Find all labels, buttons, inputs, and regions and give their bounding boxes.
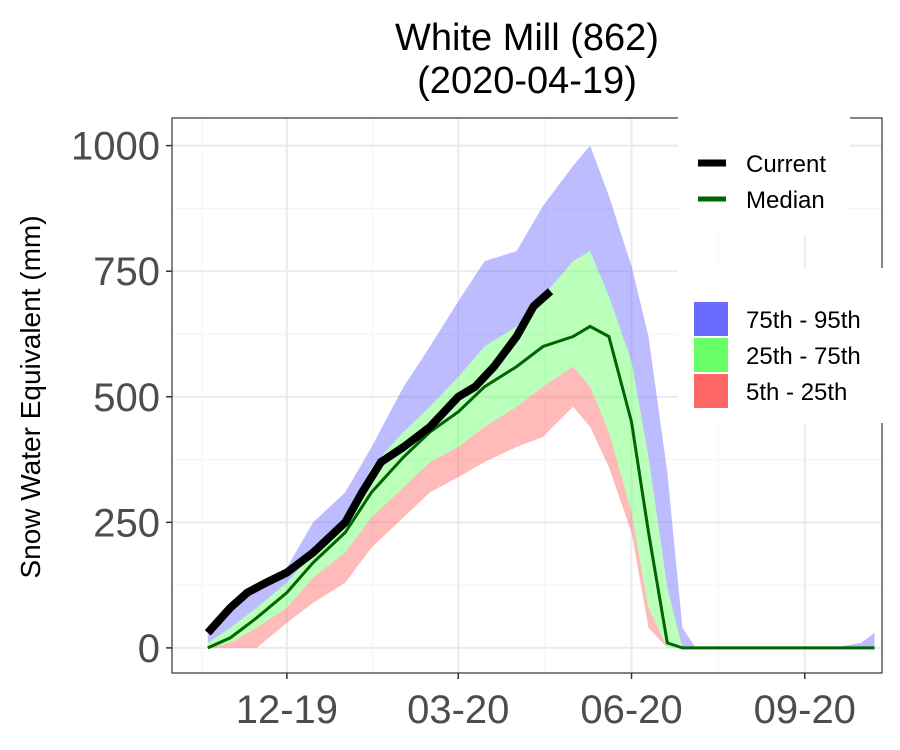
y-axis-label: Snow Water Equivalent (mm) (15, 215, 46, 578)
band-5th-25th (207, 366, 875, 648)
chart-title-line2: (2020-04-19) (417, 60, 637, 102)
y-tick-label: 500 (93, 376, 160, 420)
y-tick-label: 0 (138, 627, 160, 671)
x-tick-label: 09-20 (754, 688, 856, 732)
y-axis: 0 250 500 750 1000 (71, 125, 172, 671)
legend-bands: 75th - 95th 25th - 75th 5th - 25th (694, 302, 861, 408)
x-axis: 12-19 03-20 06-20 09-20 (236, 673, 856, 732)
legend-current-label: Current (746, 151, 826, 178)
median-line (207, 324, 875, 650)
legend-lines-background (678, 115, 850, 235)
legend-lines: Current Median (698, 151, 826, 214)
legend-median-label: Median (746, 187, 825, 214)
current-line (204, 288, 554, 636)
x-tick-label: 06-20 (580, 688, 682, 732)
y-tick-label: 250 (93, 501, 160, 545)
chart-title-line1: White Mill (862) (395, 17, 659, 59)
grid (172, 118, 882, 673)
legend-p75_95-swatch (694, 302, 728, 336)
band-75th-95th (207, 145, 875, 648)
y-tick-label: 1000 (71, 125, 160, 169)
legend-p25_75-swatch (694, 338, 728, 372)
legend-p5_25-swatch (694, 374, 728, 408)
legend-p75_95-label: 75th - 95th (746, 307, 861, 334)
y-tick-label: 750 (93, 250, 160, 294)
x-tick-label: 12-19 (236, 688, 338, 732)
percentile-bands (207, 145, 875, 648)
band-25th-75th (207, 251, 875, 648)
x-tick-label: 03-20 (407, 688, 509, 732)
legend-p25_75-label: 25th - 75th (746, 343, 861, 370)
legend-p5_25-label: 5th - 25th (746, 379, 847, 406)
